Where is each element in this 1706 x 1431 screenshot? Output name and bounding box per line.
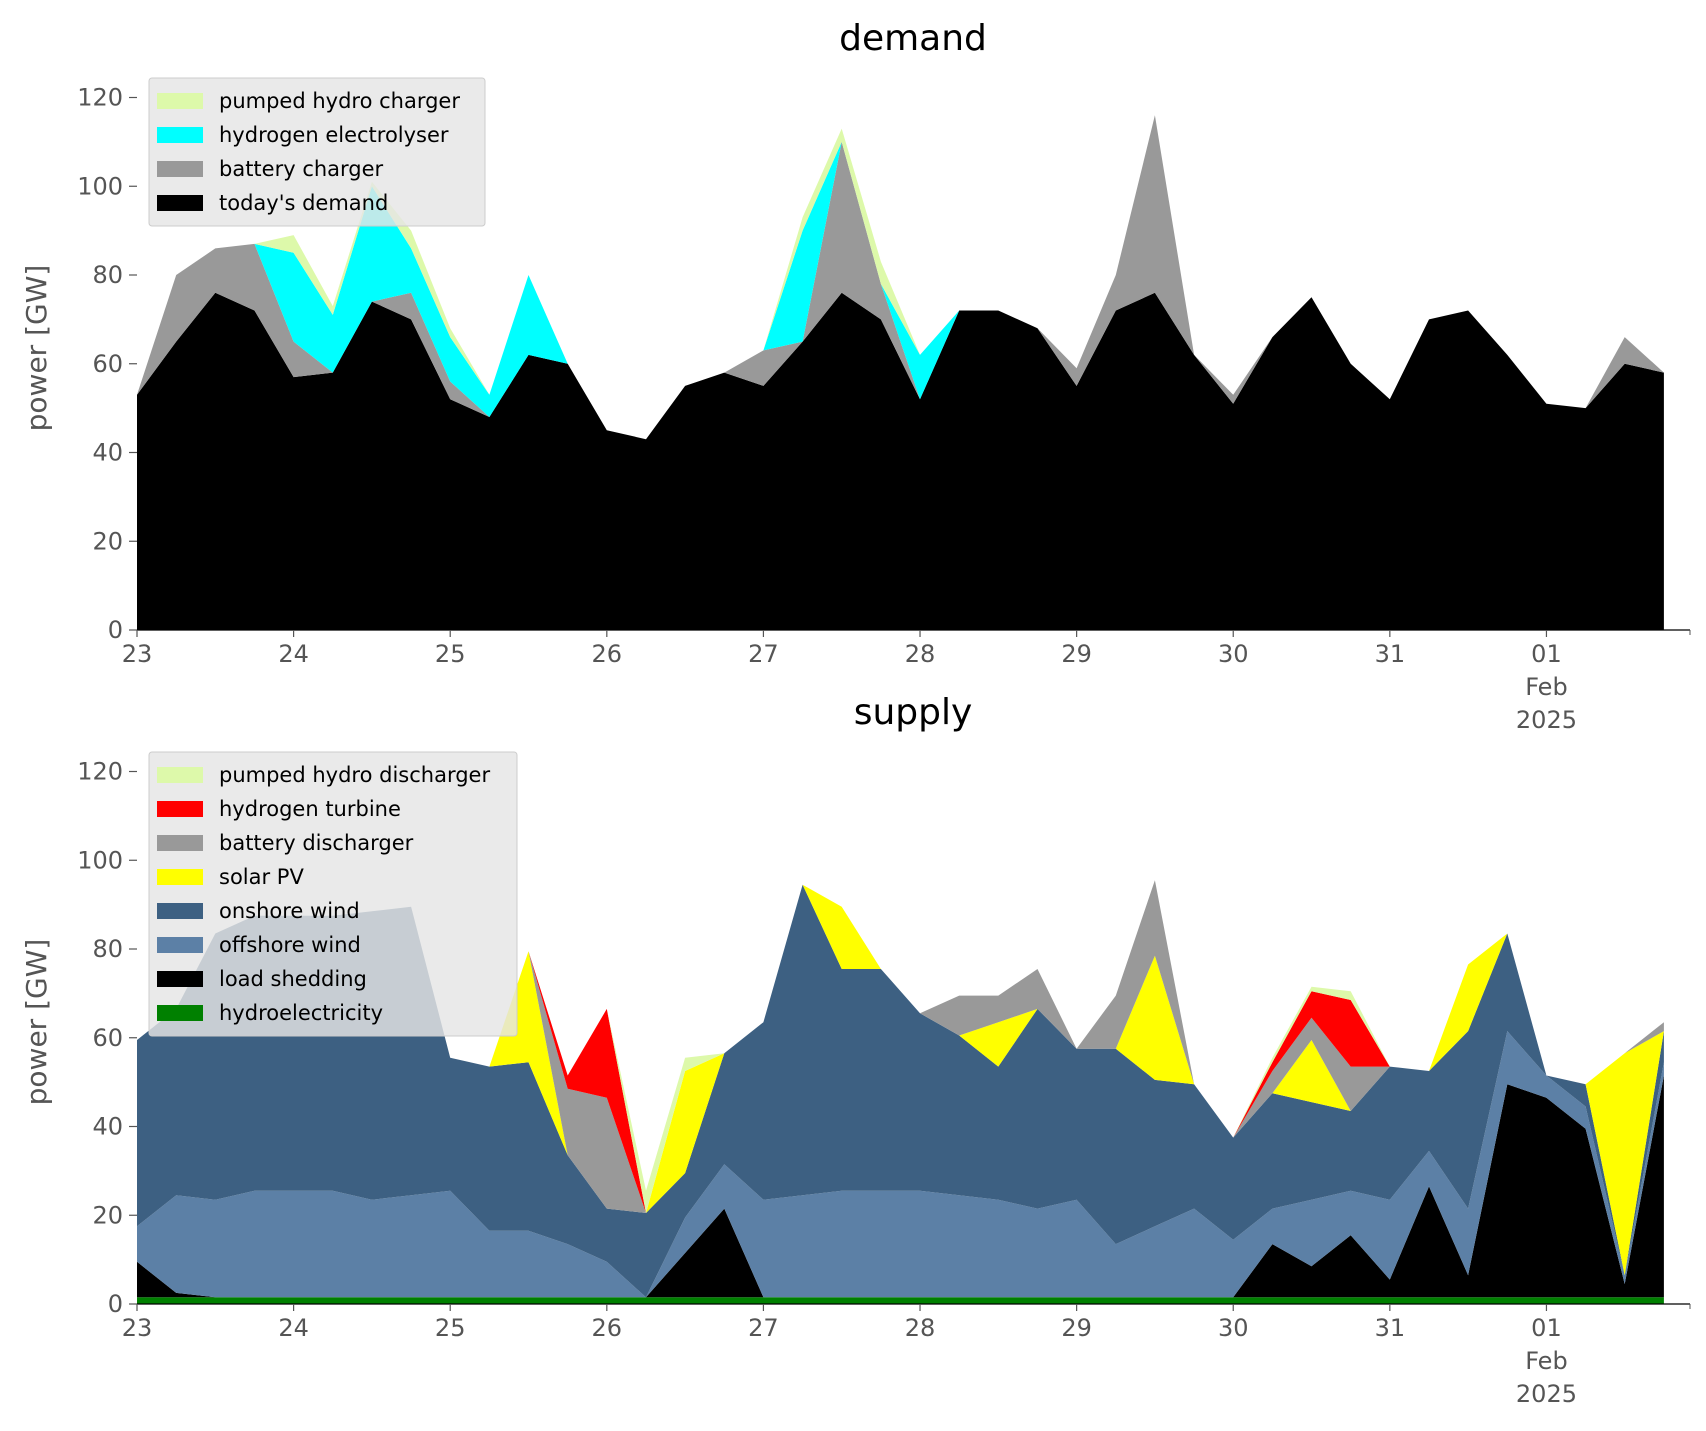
demand-area-today-s-demand (137, 292, 1664, 630)
supply-legend: pumped hydro discharger hydrogen turbine b… (148, 751, 518, 1037)
supply-title: supply (854, 692, 973, 733)
demand-y-tick-label: 40 (92, 439, 123, 467)
supply-x-tick-label: 26 (592, 1314, 623, 1342)
supply-area-load-shedding (137, 1075, 1664, 1298)
supply-x-tick-label: 24 (278, 1314, 309, 1342)
supply-legend-label: pumped hydro discharger (219, 763, 490, 787)
demand-legend-label: pumped hydro charger (219, 89, 460, 113)
supply-y-tick-label: 120 (77, 758, 123, 786)
demand-x-tick-label: 26 (592, 640, 623, 668)
supply-legend-swatch (157, 767, 203, 783)
demand-title: demand (839, 18, 987, 59)
supply-x-tick-label: 29 (1061, 1314, 1092, 1342)
demand-legend-label: hydrogen electrolyser (219, 123, 449, 147)
demand-x-tick-label: 01 (1531, 640, 1562, 668)
supply-area-hydrogen-turbine (137, 880, 1664, 1213)
supply-legend-swatch (157, 971, 203, 987)
demand-y-tick-label: 20 (92, 527, 123, 555)
demand-legend-label: battery charger (219, 157, 384, 181)
demand-legend: pumped hydro charger hydrogen electrolyse… (148, 77, 486, 227)
supply-x-tick-label: 25 (435, 1314, 466, 1342)
demand-x-tick-label: Feb (1525, 673, 1568, 701)
supply-series-layer (137, 880, 1664, 1304)
demand-legend-swatch (157, 127, 203, 143)
supply-y-tick-label: 100 (77, 846, 123, 874)
demand-legend-swatch (157, 161, 203, 177)
demand-x-tick-label: 23 (122, 640, 153, 668)
demand-x-tick-label: 25 (435, 640, 466, 668)
supply-legend-swatch (157, 835, 203, 851)
supply-area-hydroelectricity (137, 1297, 1664, 1304)
supply-x-ticks: 23 24 25 26 27 28 29 30 31 01 Feb 2025 (122, 1304, 1691, 1408)
demand-x-tick-label: 31 (1375, 640, 1406, 668)
supply-x-tick-label: 27 (748, 1314, 779, 1342)
supply-legend-label: hydroelectricity (219, 1001, 383, 1025)
supply-legend-swatch (157, 869, 203, 885)
demand-legend-box (148, 77, 486, 227)
supply-legend-swatch (157, 801, 203, 817)
supply-y-tick-label: 0 (108, 1290, 123, 1318)
demand-series-layer (137, 115, 1664, 630)
supply-legend-swatch (157, 937, 203, 953)
supply-legend-box (148, 751, 518, 1037)
supply-x-tick-label: 01 (1531, 1314, 1562, 1342)
demand-x-ticks: 23 24 25 26 27 28 29 30 31 01 Feb 2025 (122, 630, 1691, 734)
demand-legend-label: today's demand (219, 191, 388, 215)
demand-y-tick-label: 60 (92, 350, 123, 378)
demand-y-ticks: 0 20 40 60 80 100 120 (77, 84, 137, 644)
supply-x-tick-label: 30 (1218, 1314, 1249, 1342)
supply-x-tick-label: 23 (122, 1314, 153, 1342)
demand-y-tick-label: 0 (108, 616, 123, 644)
demand-legend-swatch (157, 93, 203, 109)
demand-y-tick-label: 120 (77, 84, 123, 112)
supply-y-tick-label: 40 (92, 1113, 123, 1141)
demand-legend-swatch (157, 195, 203, 211)
supply-legend-label: hydrogen turbine (219, 797, 401, 821)
supply-legend-label: solar PV (219, 865, 304, 889)
supply-y-ticks: 0 20 40 60 80 100 120 (77, 758, 137, 1318)
supply-x-tick-label: 2025 (1516, 1380, 1577, 1408)
supply-legend-swatch (157, 1005, 203, 1021)
supply-legend-label: battery discharger (219, 831, 414, 855)
demand-y-axis-label: power [GW] (20, 265, 53, 432)
demand-x-tick-label: 27 (748, 640, 779, 668)
demand-area-hydrogen-electrolyser (137, 115, 1664, 440)
demand-y-tick-label: 80 (92, 261, 123, 289)
supply-legend-label: load shedding (219, 967, 367, 991)
demand-x-tick-label: 24 (278, 640, 309, 668)
supply-x-tick-label: 28 (905, 1314, 936, 1342)
supply-area-onshore-wind (137, 884, 1664, 1298)
demand-x-tick-label: 30 (1218, 640, 1249, 668)
supply-area-offshore-wind (137, 1031, 1664, 1298)
supply-legend-label: offshore wind (219, 933, 361, 957)
demand-x-tick-label: 29 (1061, 640, 1092, 668)
supply-x-tick-label: 31 (1375, 1314, 1406, 1342)
supply-y-tick-label: 60 (92, 1024, 123, 1052)
supply-y-axis-label: power [GW] (20, 939, 53, 1106)
demand-x-tick-label: 2025 (1516, 706, 1577, 734)
demand-x-tick-label: 28 (905, 640, 936, 668)
supply-panel: 23 24 25 26 27 28 29 30 31 01 Feb 2025 0 20 40 60 80 100… (20, 692, 1691, 1408)
supply-legend-label: onshore wind (219, 899, 360, 923)
supply-area-solar-pv (137, 884, 1664, 1276)
supply-y-tick-label: 80 (92, 935, 123, 963)
supply-x-tick-label: Feb (1525, 1347, 1568, 1375)
supply-y-tick-label: 20 (92, 1201, 123, 1229)
supply-legend-swatch (157, 903, 203, 919)
demand-panel: 23 24 25 26 27 28 29 30 31 01 Feb 2025 0 20 40 60 80 100… (20, 18, 1691, 734)
demand-y-tick-label: 100 (77, 172, 123, 200)
